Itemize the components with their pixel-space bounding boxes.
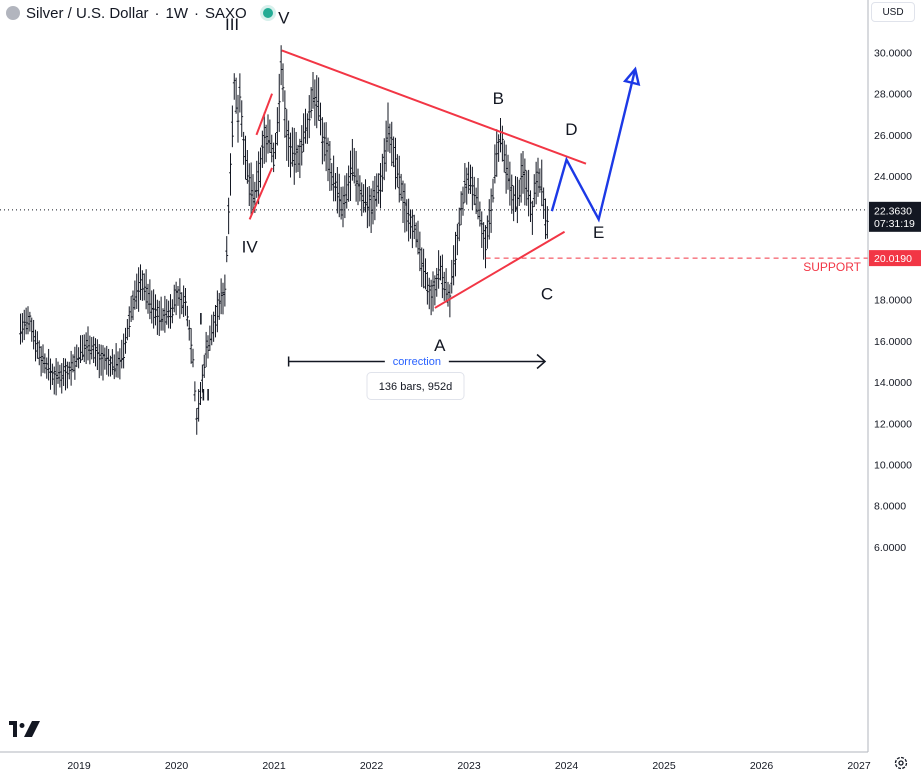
x-tick-label: 2022 [360, 760, 384, 772]
trendline[interactable] [255, 93, 273, 136]
last-price-value: 22.3630 [874, 205, 912, 217]
price-bars [19, 45, 549, 435]
market-status-icon[interactable] [262, 8, 273, 18]
y-tick-label: 16.0000 [874, 336, 912, 348]
y-tick-label: 14.0000 [874, 377, 912, 389]
y-tick-label: 8.0000 [874, 501, 906, 513]
y-tick-label: 30.0000 [874, 48, 912, 60]
gear-icon[interactable] [893, 755, 909, 771]
bar-countdown: 07:31:19 [874, 218, 915, 230]
x-tick-label: 2025 [652, 760, 676, 772]
trendline[interactable] [281, 49, 587, 165]
y-tick-label: 26.0000 [874, 130, 912, 142]
y-tick-label: 6.0000 [874, 542, 906, 554]
separator: · [194, 4, 200, 22]
separator: · [154, 4, 160, 22]
x-tick-label: 2020 [165, 760, 189, 772]
currency-button[interactable]: USD [871, 2, 915, 22]
symbol-header[interactable]: Silver / U.S. Dollar · 1W · SAXO [6, 3, 273, 23]
support-price-tag [869, 250, 921, 267]
x-tick-label: 2026 [750, 760, 774, 772]
trendlines [248, 49, 587, 309]
last-price-tag [869, 201, 921, 232]
trendline[interactable] [434, 230, 566, 309]
tradingview-logo [9, 721, 40, 737]
exchange: SAXO [205, 4, 247, 22]
wave-label: C [541, 285, 553, 304]
wave-label: A [434, 336, 446, 355]
wave-label: IV [242, 237, 259, 256]
wave-label: E [593, 223, 604, 242]
interval[interactable]: 1W [165, 4, 189, 22]
trendline[interactable] [248, 167, 273, 220]
projection-arrowhead [622, 66, 641, 86]
measure-label-bg [384, 352, 449, 369]
measure-label: correction [393, 356, 441, 368]
price-axis-bg [868, 0, 921, 752]
measure-info: 136 bars, 952d [379, 381, 452, 393]
wave-label: I [199, 309, 204, 328]
y-tick-label: 12.0000 [874, 418, 912, 430]
wave-label: II [201, 386, 210, 405]
wave-label: D [565, 120, 577, 139]
y-tick-label: 28.0000 [874, 89, 912, 101]
wave-label: III [225, 15, 239, 34]
time-axis[interactable]: 2019 2020 2021 2022 2023 2024 2025 2026 2027 [67, 760, 871, 772]
y-tick-label: 24.0000 [874, 171, 912, 183]
projection-path [550, 70, 636, 223]
wave-label: B [493, 89, 504, 108]
y-tick-label: 10.0000 [874, 460, 912, 472]
wave-label: V [278, 9, 290, 28]
support-label: SUPPORT [803, 260, 861, 274]
support-price-value: 20.0190 [874, 253, 912, 265]
x-tick-label: 2023 [457, 760, 481, 772]
x-tick-label: 2021 [262, 760, 286, 772]
measure-tool: correction 136 bars, 952d [287, 352, 547, 400]
x-tick-label: 2024 [555, 760, 579, 772]
silver-logo-icon [6, 6, 20, 20]
y-tick-label: 18.0000 [874, 295, 912, 307]
x-tick-label: 2027 [847, 760, 871, 772]
measure-arrowhead [536, 353, 547, 370]
x-tick-label: 2019 [67, 760, 91, 772]
symbol-name: Silver / U.S. Dollar [26, 4, 149, 22]
measure-info-box [366, 372, 465, 400]
